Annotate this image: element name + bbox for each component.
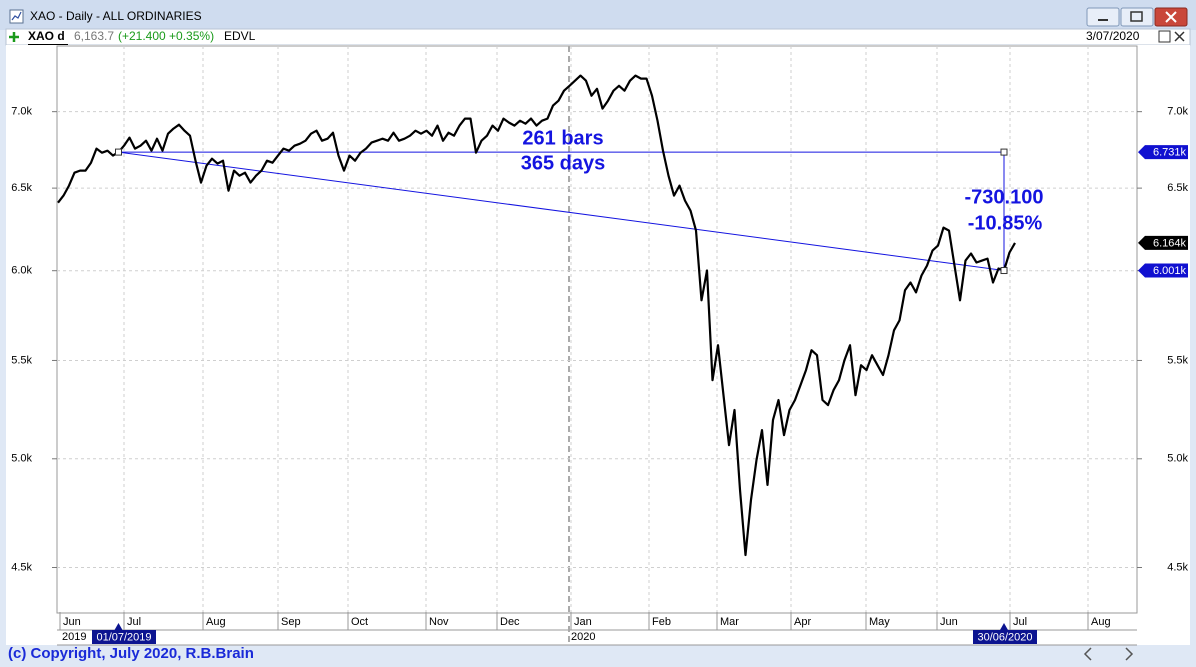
plot-frame: [56, 45, 1138, 614]
days-label: 365 days: [521, 152, 606, 174]
x-tick-label: Aug: [206, 616, 226, 628]
price-label-box: [1138, 263, 1188, 278]
x-tick-label: Dec: [500, 616, 520, 628]
symbol[interactable]: XAO d: [28, 29, 65, 43]
measure-handle: [1000, 148, 1008, 156]
close-icon: [1165, 11, 1177, 23]
x-tick-label: Jan: [574, 616, 592, 628]
percent-label: -10.85%: [968, 212, 1043, 234]
x-tick-label: Mar: [720, 616, 739, 628]
restore-button[interactable]: [1158, 30, 1171, 43]
maximize-icon: [1130, 11, 1143, 22]
y-tick-label-right: 5.0k: [1167, 453, 1188, 465]
price-line: [57, 74, 1016, 557]
y-tick-label-right: 5.5k: [1167, 354, 1188, 366]
price-label: 6.731k: [1153, 146, 1187, 158]
price-label-box: [1138, 145, 1188, 160]
y-tick-label: 5.5k: [11, 354, 32, 366]
date-marker-pointer: [114, 623, 123, 630]
title-bar: [0, 0, 1196, 30]
date-marker-box: [92, 630, 156, 644]
y-tick-label: 5.0k: [11, 453, 32, 465]
indicator: EDVL: [224, 29, 256, 43]
price-label: 6.001k: [1153, 265, 1187, 277]
copyright: (c) Copyright, July 2020, R.B.Brain: [8, 645, 254, 662]
x-tick-label: Feb: [652, 616, 671, 628]
y-tick-label: 6.0k: [11, 265, 32, 277]
x-tick-label: Sep: [281, 616, 301, 628]
x-tick-label: Jun: [940, 616, 958, 628]
x-tick-label: Aug: [1091, 616, 1111, 628]
window-buttons: [1086, 7, 1188, 27]
y-tick-label: 6.5k: [11, 182, 32, 194]
year-label: 2020: [571, 631, 595, 643]
maximize-button[interactable]: [1120, 7, 1154, 27]
y-tick-label: 7.0k: [11, 106, 32, 118]
date-marker-box: [973, 630, 1037, 644]
scroll-right[interactable]: [1125, 647, 1134, 661]
bars-label: 261 bars: [522, 127, 603, 149]
measure-handle: [1000, 267, 1008, 275]
x-tick-label: Oct: [351, 616, 368, 628]
price-label: 6.164k: [1153, 237, 1187, 249]
panel-close[interactable]: [1174, 31, 1185, 42]
y-tick-label: 4.5k: [11, 561, 32, 573]
window-title: XAO - Daily - ALL ORDINARIES: [30, 9, 202, 23]
last-price: 6,163.7: [74, 29, 114, 43]
x-tick-label: Apr: [794, 616, 811, 628]
x-tick-label: Nov: [429, 616, 449, 628]
y-tick-label-right: 7.0k: [1167, 106, 1188, 118]
x-tick-label: May: [869, 616, 890, 628]
x-tick-label: Jul: [1013, 616, 1027, 628]
add-icon[interactable]: [9, 32, 19, 42]
y-tick-label-right: 4.5k: [1167, 561, 1188, 573]
date-marker-pointer: [1000, 623, 1008, 630]
x-tick-label: Jun: [63, 616, 81, 628]
measure-diagonal: [118, 151, 1005, 272]
x-tick-label: Jul: [127, 616, 141, 628]
y-tick-label-right: 6.5k: [1167, 182, 1188, 194]
year-label: 2019: [62, 631, 86, 643]
measure-handle: [115, 148, 122, 156]
price-label-box: [1138, 235, 1188, 250]
header-date: 3/07/2020: [1086, 29, 1140, 43]
date-marker: 01/07/2019: [96, 631, 151, 643]
scroll-left[interactable]: [1083, 647, 1092, 661]
app-icon-graph: [11, 11, 22, 21]
date-marker: 30/06/2020: [977, 631, 1032, 643]
price-change: (+21.400 +0.35%): [118, 29, 214, 43]
change-label: -730.100: [965, 186, 1044, 208]
minimize-button[interactable]: [1086, 7, 1120, 27]
